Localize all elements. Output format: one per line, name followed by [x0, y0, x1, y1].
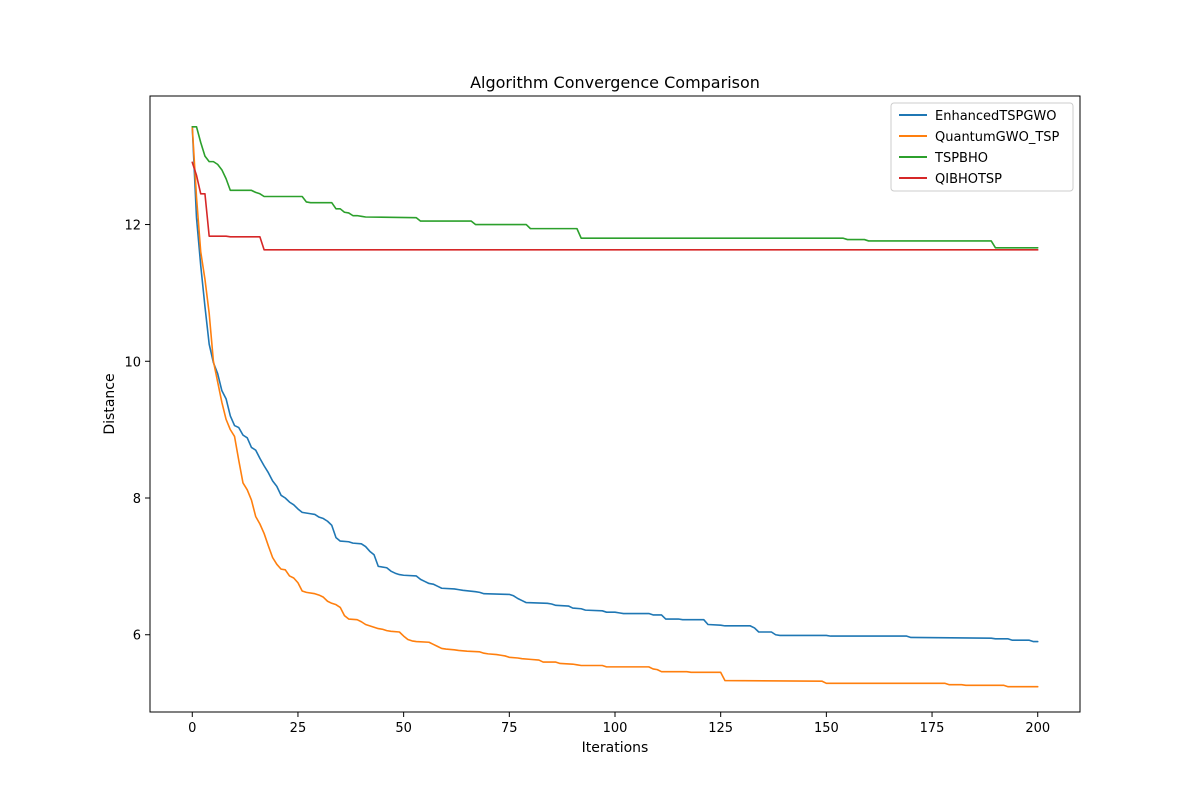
legend-label-2: TSPBHO [934, 151, 988, 166]
y-tick-label-0: 6 [133, 629, 141, 644]
legend-label-3: QIBHOTSP [935, 172, 1002, 187]
legend: EnhancedTSPGWO QuantumGWO_TSP TSPBHO QIBHOT… [890, 102, 1074, 192]
x-tick-label-7: 175 [920, 721, 945, 736]
legend-box [890, 102, 1074, 192]
chart-title: Algorithm Convergence Comparison [470, 73, 760, 92]
legend-label-0: EnhancedTSPGWO [935, 109, 1057, 124]
y-axis-label: Distance [102, 373, 118, 434]
x-tick-label-0: 0 [188, 721, 196, 736]
series-line-0 [191, 125, 1039, 643]
y-tick-label-3: 12 [124, 219, 141, 234]
series-line-3 [191, 161, 1039, 251]
x-tick-label-6: 150 [814, 721, 839, 736]
series-layer [191, 125, 1039, 688]
y-axis: 6 8 10 12 [124, 219, 150, 644]
legend-label-1: QuantumGWO_TSP [935, 130, 1060, 145]
series-line-1 [191, 125, 1039, 688]
y-tick-label-2: 10 [124, 355, 141, 370]
x-axis-label: Iterations [582, 740, 649, 756]
x-tick-label-5: 125 [708, 721, 733, 736]
x-tick-label-8: 200 [1025, 721, 1050, 736]
series-line-2 [191, 125, 1039, 249]
x-tick-label-4: 100 [603, 721, 628, 736]
x-axis: 0 25 50 75 100 125 150 175 200 [188, 712, 1050, 736]
y-tick-label-1: 8 [133, 492, 141, 507]
x-tick-label-2: 50 [395, 721, 412, 736]
x-tick-label-3: 75 [501, 721, 518, 736]
x-tick-label-1: 25 [290, 721, 307, 736]
